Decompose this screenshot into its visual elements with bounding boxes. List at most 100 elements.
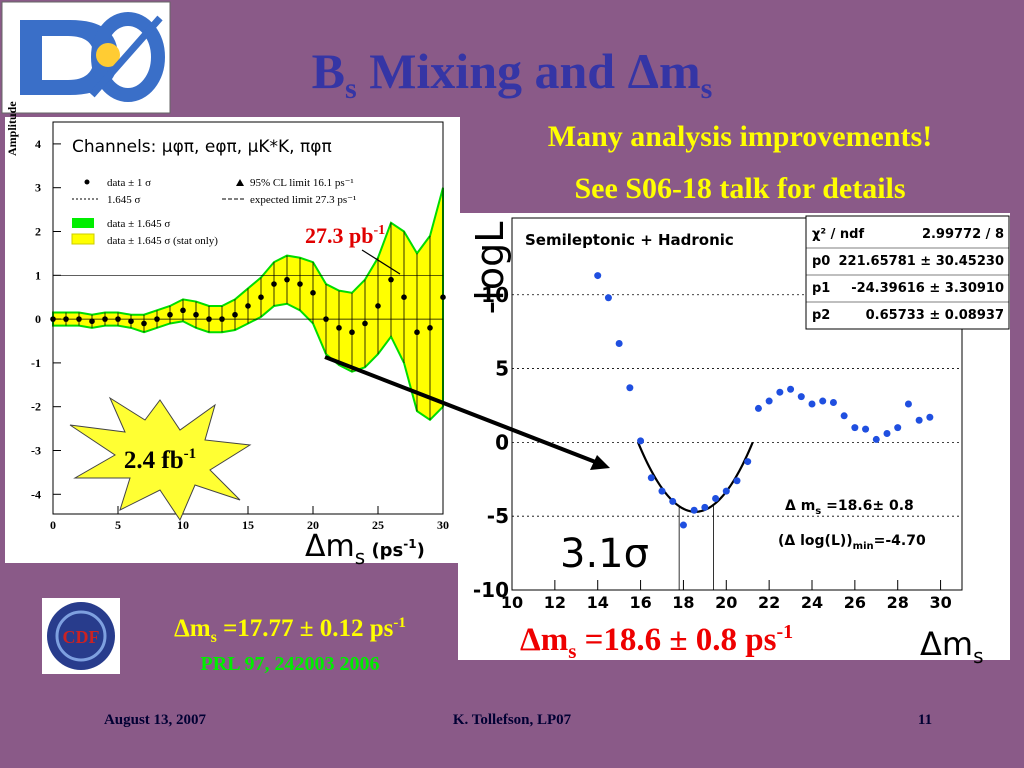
- data-point: [310, 290, 316, 296]
- d0-logo: [1, 1, 171, 114]
- data-point: [271, 281, 277, 287]
- text-part: Δm: [520, 622, 568, 658]
- y-axis-label: -logL: [468, 222, 512, 315]
- text-sub: s: [973, 644, 983, 668]
- legend-entry: 95% CL limit 16.1 ps⁻¹: [250, 177, 354, 189]
- data-point: [904, 400, 912, 408]
- text-sub: s: [211, 629, 217, 646]
- data-point: [167, 311, 173, 318]
- amplitude-plot: 0 5 10 15 20 25 30 -4 -3 -2 -1 0 1 2 3 4: [31, 121, 449, 532]
- data-point: [722, 487, 730, 495]
- highlight: Many analysis improvements!: [548, 120, 932, 153]
- d0-result: Δms =18.6 ± 0.8 ps-1: [520, 621, 793, 663]
- text-sup: -1: [403, 537, 416, 551]
- data-point: [840, 412, 848, 420]
- text-part: Δm: [305, 529, 355, 564]
- y-tick-label: 3: [35, 181, 41, 195]
- footer-date: August 13, 2007: [104, 712, 207, 728]
- data-point: [193, 311, 199, 318]
- legend-marker: [236, 179, 244, 186]
- data-point: [637, 437, 645, 445]
- x-tick-label: 20: [715, 593, 737, 612]
- text-sup: -1: [184, 446, 197, 462]
- text-part: ): [417, 540, 425, 561]
- stats-value: 0.65733 ± 0.08937: [866, 308, 1004, 323]
- text-sub: s: [355, 545, 365, 569]
- data-point: [679, 521, 687, 529]
- logo-d: [20, 20, 118, 95]
- data-point: [63, 316, 69, 322]
- legend-entry: data ± 1.645 σ (stat only): [107, 235, 218, 247]
- x-tick-label: 10: [501, 593, 523, 612]
- text-sub: min: [853, 541, 874, 552]
- data-point: [658, 487, 666, 495]
- legend-entry: 1.645 σ: [107, 194, 141, 206]
- footer-page: 11: [918, 712, 932, 728]
- crossing-label: 27.3 pb-1: [305, 223, 385, 248]
- data-point: [712, 494, 720, 502]
- x-tick-label: 30: [929, 593, 951, 612]
- data-point: [336, 325, 342, 331]
- text-part: (ps: [365, 540, 403, 561]
- text-sub: s: [815, 506, 821, 517]
- data-point: [851, 424, 859, 432]
- y-tick-label: -5: [487, 504, 509, 528]
- data-point: [115, 316, 121, 322]
- x-tick-label: 30: [437, 518, 449, 532]
- x-tick-label: 28: [887, 593, 909, 612]
- data-point: [862, 425, 870, 433]
- x-tick-label: 10: [177, 518, 189, 532]
- text-sub: s: [568, 639, 576, 663]
- plot-title: Semileptonic + Hadronic: [525, 231, 734, 249]
- y-tick-label: 4: [35, 137, 41, 151]
- data-point: [245, 303, 251, 309]
- data-point: [808, 400, 816, 408]
- data-point: [388, 276, 394, 283]
- data-point: [258, 294, 264, 300]
- text-part: 2.4 fb: [124, 447, 184, 474]
- data-point: [141, 320, 147, 327]
- stats-name: χ² / ndf: [812, 227, 864, 242]
- data-point: [647, 474, 655, 482]
- legend-entry: data ± 1 σ: [107, 177, 151, 189]
- data-point: [206, 316, 212, 322]
- data-point: [872, 435, 880, 443]
- data-point: [349, 329, 355, 336]
- data-point: [883, 430, 891, 438]
- arrow: [324, 355, 599, 465]
- y-tick-label: 5: [495, 357, 509, 381]
- data-point: [894, 424, 902, 432]
- cdf-result: Δms =17.77 ± 0.12 ps-1: [174, 615, 406, 646]
- x-tick-label: 20: [307, 518, 319, 532]
- data-point: [362, 320, 368, 327]
- data-point: [626, 384, 634, 392]
- footer-author: K. Tollefson, LP07: [453, 712, 572, 728]
- legend: data ± 1 σ 1.645 σ data ± 1.645 σ data ±…: [71, 177, 356, 247]
- data-point: [232, 311, 238, 318]
- data-point: [926, 413, 934, 421]
- y-tick-label: -2: [31, 400, 41, 414]
- logo-ring: [55, 610, 107, 662]
- data-point: [776, 388, 784, 396]
- x-tick-label: 12: [544, 593, 566, 612]
- data-point: [401, 294, 407, 300]
- x-tick-label: 22: [758, 593, 780, 612]
- data-point: [797, 393, 805, 401]
- data-point: [180, 307, 186, 314]
- data-point: [154, 316, 160, 322]
- stats-box: χ² / ndf 2.99772 / 8 p0 221.65781 ± 30.4523…: [805, 215, 1010, 330]
- x-tick-label: 0: [50, 518, 56, 532]
- starburst: [69, 396, 252, 522]
- x-tick-label: 25: [372, 518, 384, 532]
- text-part: Δm: [920, 625, 973, 663]
- text-part: =18.6 ± 0.8 ps: [576, 622, 776, 658]
- text-sup: -1: [777, 621, 794, 643]
- text-part: =-4.70: [874, 533, 926, 549]
- data-point: [427, 325, 433, 331]
- result-label: Δ ms =18.6± 0.8: [785, 498, 914, 517]
- data-point: [829, 399, 837, 407]
- legend-marker: [71, 233, 95, 245]
- x-axis-label: Δms: [920, 625, 983, 668]
- legend-marker: [84, 179, 90, 185]
- y-axis-label: Amplitude: [5, 101, 19, 156]
